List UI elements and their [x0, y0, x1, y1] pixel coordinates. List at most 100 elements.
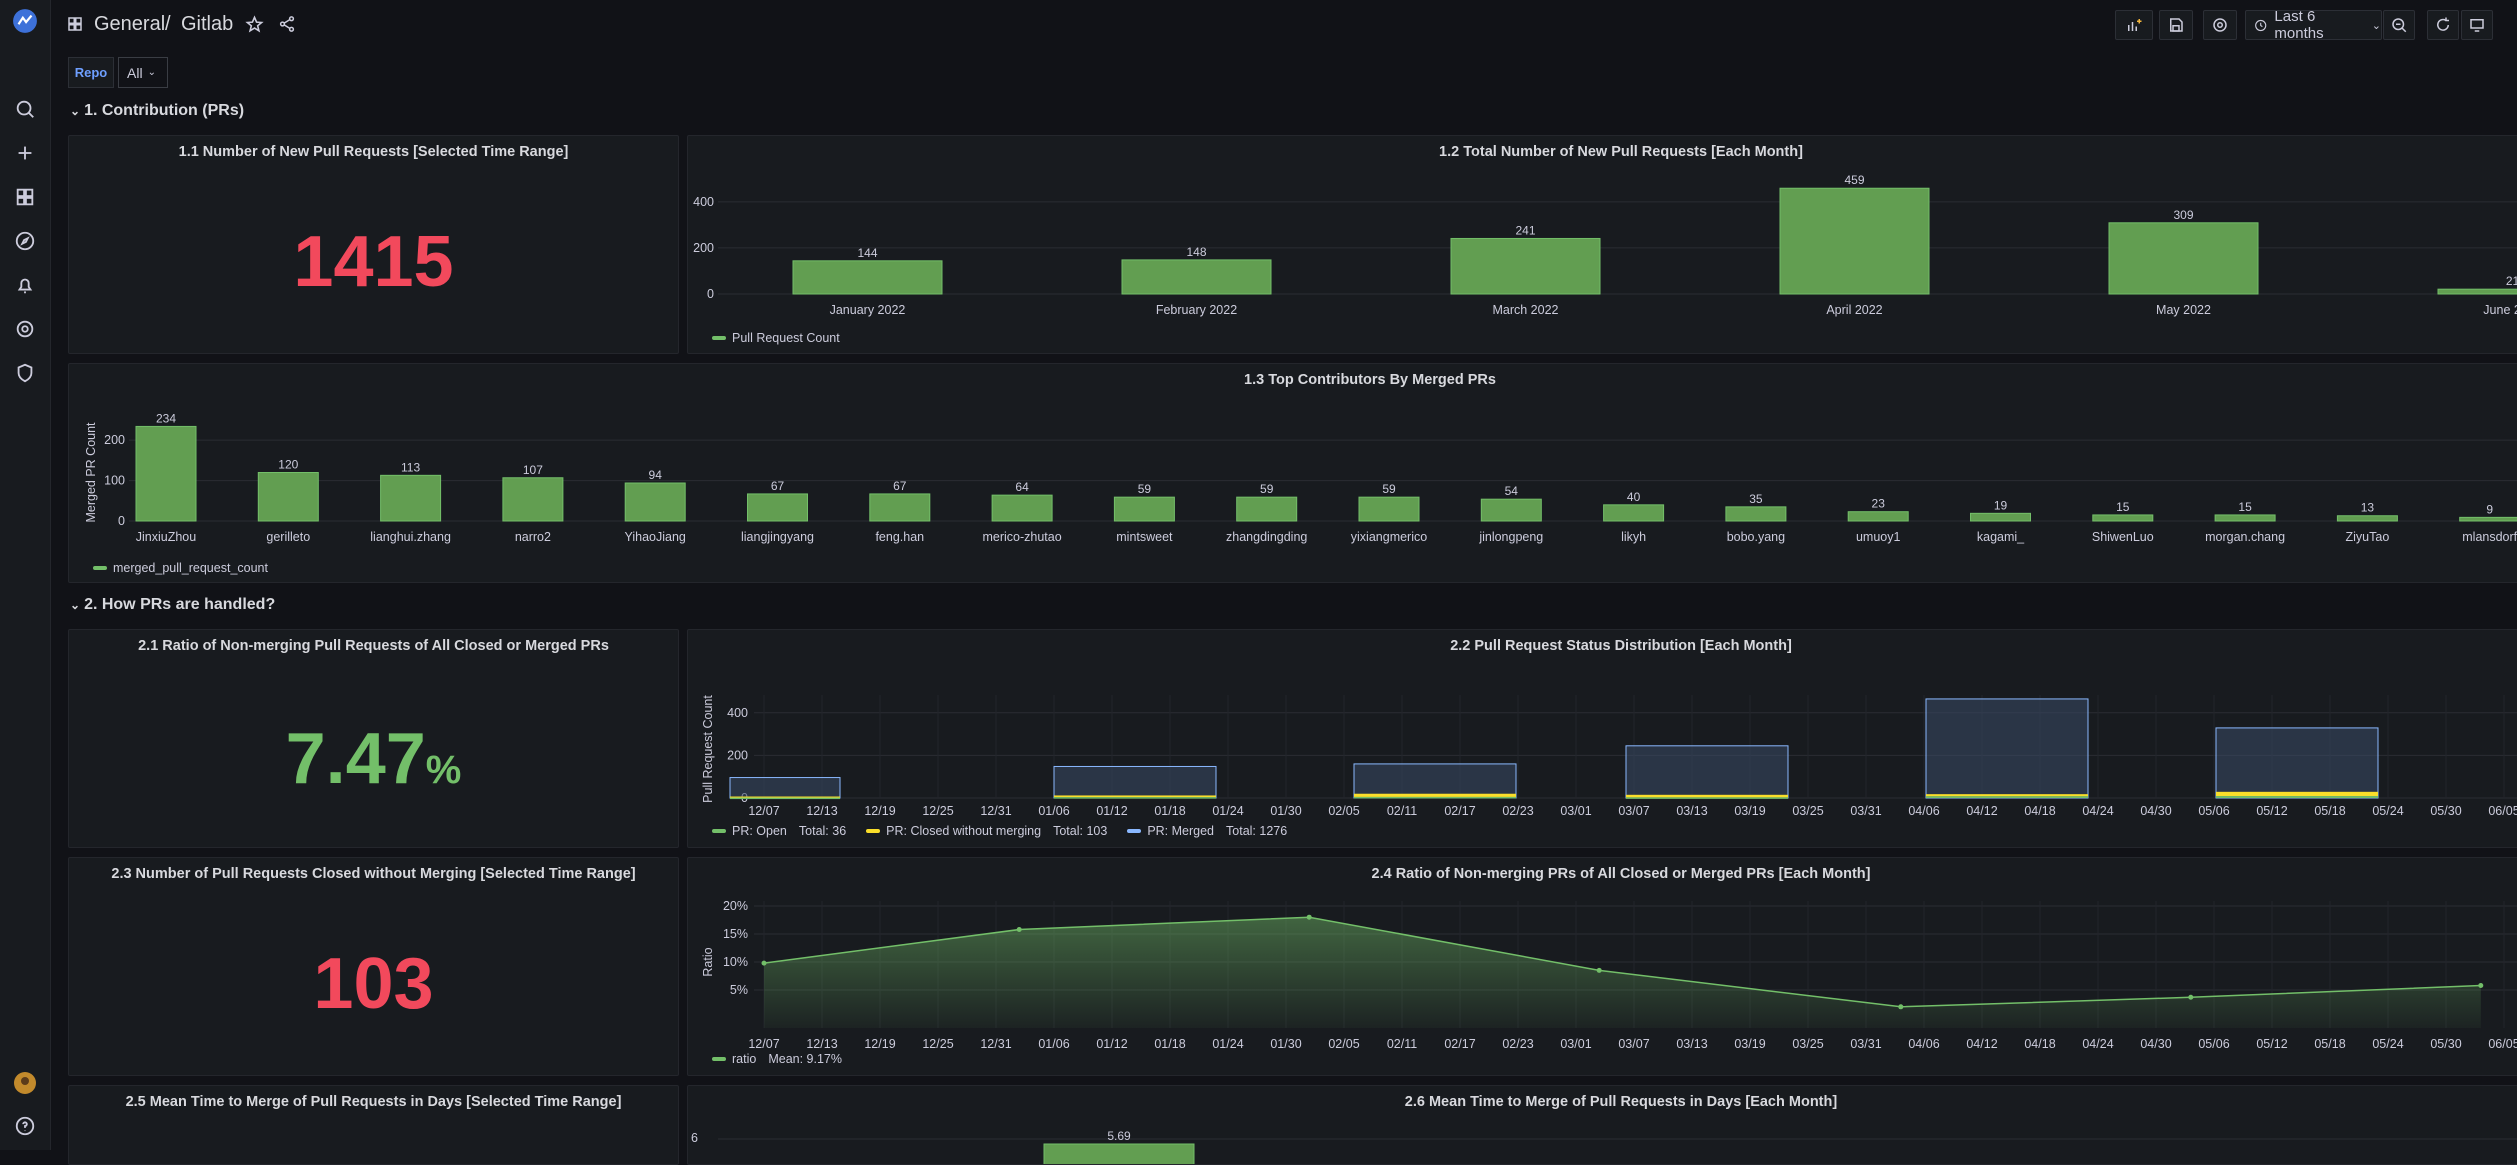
x-tick-label: 12/19 — [864, 1037, 895, 1051]
x-tick-label: 05/24 — [2372, 804, 2403, 818]
legend-item[interactable]: PR: Open Total: 36 — [712, 824, 846, 838]
x-tick-label: mintsweet — [1116, 530, 1173, 544]
bar-value-label: 35 — [1749, 492, 1763, 506]
bar-closed-without-merging — [1054, 795, 1216, 798]
shield-icon[interactable] — [12, 360, 38, 386]
top-navbar: General / Gitlab Last 6 months ⌄ — [52, 0, 2517, 52]
share-icon[interactable] — [278, 15, 296, 38]
chart-legend[interactable]: PR: Open Total: 36 PR: Closed without merg… — [712, 824, 1301, 838]
time-range-picker[interactable]: Last 6 months ⌄ — [2245, 8, 2382, 42]
bar-open — [1926, 796, 2088, 798]
bar-closed-without-merging — [1354, 793, 1516, 797]
bar — [380, 474, 442, 522]
x-tick-label: JinxiuZhou — [136, 530, 196, 544]
y-axis-label: Pull Request Count — [701, 695, 715, 803]
y-axis-label: Ratio — [701, 947, 715, 976]
breadcrumb-folder[interactable]: General — [94, 13, 166, 35]
star-icon[interactable] — [245, 15, 264, 39]
stat-unit: % — [425, 748, 462, 792]
repo-variable-select[interactable]: All ⌄ — [118, 57, 168, 88]
dashboard-settings-button[interactable] — [2203, 10, 2237, 40]
bar — [2336, 515, 2398, 522]
x-tick-label: 02/17 — [1444, 1037, 1475, 1051]
bar-merged — [1353, 763, 1517, 799]
panel-1-1[interactable]: 1.1 Number of New Pull Requests [Selecte… — [68, 135, 679, 354]
data-point — [2188, 994, 2194, 1000]
breadcrumb-dashboard[interactable]: Gitlab — [181, 13, 234, 35]
panel-2-4[interactable]: 2.4 Ratio of Non-merging PRs of All Clos… — [687, 857, 2517, 1076]
bar-merged — [1625, 745, 1789, 799]
dashboards-icon[interactable] — [12, 184, 38, 210]
help-icon[interactable] — [12, 1113, 38, 1139]
x-tick-label: mlansdorf — [2462, 530, 2517, 544]
x-tick-label: bobo.yang — [1727, 530, 1785, 544]
x-tick-label: 01/06 — [1038, 1037, 1069, 1051]
x-tick-label: 01/30 — [1270, 804, 1301, 818]
x-tick-label: 03/13 — [1676, 1037, 1707, 1051]
bar-value-label: 67 — [893, 479, 907, 493]
search-icon[interactable] — [12, 96, 38, 122]
x-tick-label: April 2022 — [1826, 303, 1882, 317]
legend-item[interactable]: PR: Closed without merging Total: 103 — [866, 824, 1107, 838]
x-tick-label: 03/25 — [1792, 804, 1823, 818]
breadcrumb-separator: / — [165, 13, 171, 35]
grafana-logo[interactable] — [12, 8, 38, 34]
x-tick-label: ZiyuTao — [2346, 530, 2390, 544]
bar-chart-mean-time-to-merge: 6 5.69 — [691, 1129, 2517, 1164]
x-tick-label: 03/19 — [1734, 804, 1765, 818]
x-tick-label: 02/17 — [1444, 804, 1475, 818]
save-dashboard-button[interactable] — [2159, 10, 2193, 40]
panel-2-5[interactable]: 2.5 Mean Time to Merge of Pull Requests … — [68, 1085, 679, 1165]
bar-value-label: 59 — [1138, 482, 1152, 496]
panel-2-6[interactable]: 2.6 Mean Time to Merge of Pull Requests … — [687, 1085, 2517, 1165]
chart-legend[interactable]: Pull Request Count — [712, 331, 840, 345]
x-tick-label: 04/12 — [1966, 1037, 1997, 1051]
panel-2-2[interactable]: 2.2 Pull Request Status Distribution [Ea… — [687, 629, 2517, 848]
settings-gear-icon[interactable] — [12, 316, 38, 342]
x-tick-label: gerilleto — [266, 530, 310, 544]
panel-2-1[interactable]: 2.1 Ratio of Non-merging Pull Requests o… — [68, 629, 679, 848]
x-tick-label: 02/05 — [1328, 804, 1359, 818]
y-tick-label: 400 — [727, 706, 748, 720]
panel-title: 2.1 Ratio of Non-merging Pull Requests o… — [138, 638, 609, 654]
chart-legend[interactable]: ratio Mean: 9.17% — [712, 1052, 842, 1066]
x-tick-label: jinlongpeng — [1478, 530, 1543, 544]
plus-icon[interactable] — [12, 140, 38, 166]
alerting-bell-icon[interactable] — [12, 272, 38, 298]
explore-compass-icon[interactable] — [12, 228, 38, 254]
bar-value-label: 148 — [1186, 245, 1206, 259]
bar — [135, 425, 197, 522]
bar-value-label: 23 — [1872, 497, 1886, 511]
x-tick-label: May 2022 — [2156, 303, 2211, 317]
row-handling-title: 2. How PRs are handled? — [84, 596, 276, 613]
panel-2-3[interactable]: 2.3 Number of Pull Requests Closed witho… — [68, 857, 679, 1076]
zoom-out-button[interactable] — [2383, 10, 2415, 40]
row-contribution[interactable]: ⌄ 1. Contribution (PRs) — [70, 102, 244, 120]
row-handling[interactable]: ⌄ 2. How PRs are handled? — [70, 596, 275, 614]
clock-icon — [2255, 19, 2267, 31]
legend-label: Pull Request Count — [732, 331, 840, 345]
panel-1-3[interactable]: 1.3 Top Contributors By Merged PRs Merge… — [68, 363, 2517, 583]
bar — [747, 493, 808, 522]
x-tick-label: ShiwenLuo — [2092, 530, 2154, 544]
bar — [1725, 506, 1787, 522]
y-tick-label: 0 — [707, 287, 714, 301]
legend-item[interactable]: PR: Merged Total: 1276 — [1127, 824, 1287, 838]
x-tick-label: 05/18 — [2314, 804, 2345, 818]
y-tick-label: 200 — [727, 748, 748, 762]
add-panel-button[interactable] — [2115, 10, 2153, 40]
user-avatar[interactable] — [12, 1070, 38, 1096]
bar-merged — [1925, 698, 2089, 799]
x-tick-label: 04/24 — [2082, 1037, 2113, 1051]
legend-label: PR: Open — [732, 824, 787, 838]
tv-mode-button[interactable] — [2461, 10, 2493, 40]
chart-legend[interactable]: merged_pull_request_count — [93, 561, 268, 575]
bar-merged — [1053, 765, 1217, 799]
x-tick-label: liangjingyang — [741, 530, 814, 544]
legend-label: merged_pull_request_count — [113, 561, 268, 575]
bar — [869, 493, 931, 522]
y-tick-label: 20% — [723, 899, 748, 913]
panel-1-2[interactable]: 1.2 Total Number of New Pull Requests [E… — [687, 135, 2517, 354]
data-point — [761, 960, 767, 966]
refresh-button[interactable] — [2427, 10, 2459, 40]
